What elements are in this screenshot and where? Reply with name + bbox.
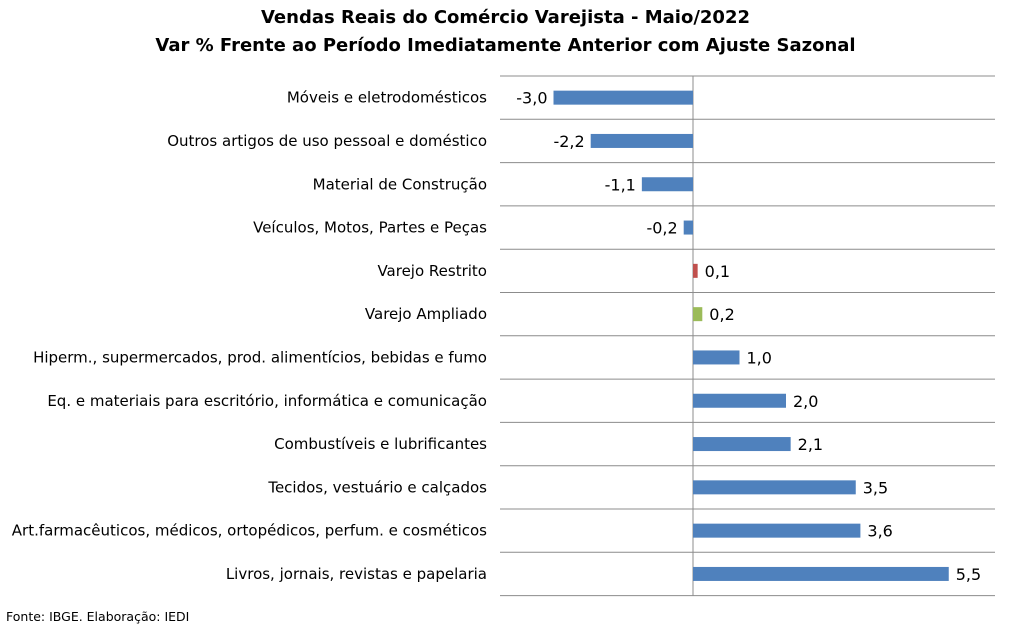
data-label: 3,5 bbox=[863, 478, 888, 497]
chart-title: Vendas Reais do Comércio Varejista - Mai… bbox=[260, 7, 750, 28]
data-label: -3,0 bbox=[516, 89, 547, 108]
category-label: Eq. e materiais para escritório, informá… bbox=[47, 392, 487, 410]
category-label: Hiperm., supermercados, prod. alimentíci… bbox=[33, 348, 487, 366]
category-label: Varejo Restrito bbox=[377, 262, 487, 280]
bar bbox=[683, 220, 693, 235]
bar bbox=[590, 133, 693, 148]
data-label: -0,2 bbox=[646, 219, 677, 238]
bar bbox=[553, 90, 693, 105]
bar bbox=[693, 393, 786, 408]
bar bbox=[693, 566, 949, 581]
data-label: -2,2 bbox=[553, 132, 584, 151]
chart-subtitle: Var % Frente ao Período Imediatamente An… bbox=[155, 35, 856, 56]
data-label: 3,6 bbox=[867, 522, 892, 541]
data-label: 1,0 bbox=[747, 348, 772, 367]
category-label: Material de Construção bbox=[313, 175, 487, 193]
data-label: 2,0 bbox=[793, 392, 818, 411]
data-label: -1,1 bbox=[605, 175, 636, 194]
bar bbox=[693, 350, 740, 365]
category-label: Art.farmacêuticos, médicos, ortopédicos,… bbox=[12, 522, 487, 540]
data-label: 5,5 bbox=[956, 565, 981, 584]
data-label: 2,1 bbox=[798, 435, 823, 454]
category-label: Combustíveis e lubrificantes bbox=[274, 435, 487, 453]
category-label: Móveis e eletrodomésticos bbox=[287, 89, 487, 107]
data-label: 0,1 bbox=[705, 262, 730, 281]
data-label: 0,2 bbox=[709, 305, 734, 324]
bar bbox=[693, 307, 703, 322]
bar bbox=[693, 437, 791, 452]
bar bbox=[693, 523, 861, 538]
category-label: Outros artigos de uso pessoal e doméstic… bbox=[167, 132, 487, 150]
category-label: Varejo Ampliado bbox=[365, 305, 487, 323]
bar bbox=[693, 480, 856, 495]
bar bbox=[693, 263, 698, 278]
source-note: Fonte: IBGE. Elaboração: IEDI bbox=[6, 609, 190, 624]
bar bbox=[641, 177, 693, 192]
category-label: Veículos, Motos, Partes e Peças bbox=[253, 219, 487, 237]
category-label: Tecidos, vestuário e calçados bbox=[267, 478, 487, 496]
category-label: Livros, jornais, revistas e papelaria bbox=[226, 565, 487, 583]
